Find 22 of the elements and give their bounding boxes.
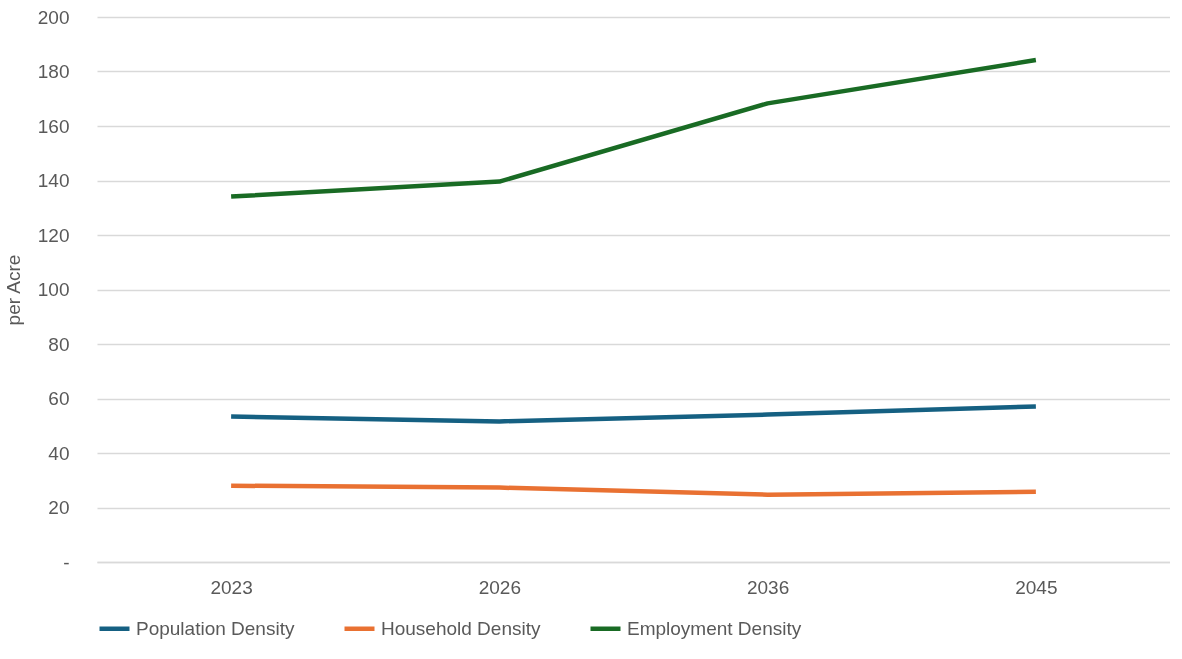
x-tick-label: 2045 — [1015, 576, 1058, 598]
y-tick-label: 60 — [48, 388, 70, 409]
y-tick-label: 80 — [48, 333, 70, 355]
y-axis-title: per Acre — [2, 254, 24, 326]
line-series — [228, 57, 1039, 199]
y-tick-label: 100 — [37, 279, 70, 300]
y-tick-label: 200 — [37, 6, 70, 28]
y-tick-label: 120 — [37, 224, 70, 246]
y-tick-label: 40 — [48, 442, 70, 464]
legend-label: Population Density — [136, 617, 295, 639]
y-tick-label: 160 — [37, 115, 70, 137]
y-tick-label: 140 — [37, 170, 70, 191]
legend-label: Employment Density — [627, 617, 802, 639]
x-tick-label: 2036 — [746, 576, 790, 598]
line-series — [228, 404, 1039, 424]
legend-label: Household Density — [381, 617, 541, 639]
y-tick-label: 20 — [48, 497, 70, 518]
y-tick-label: 180 — [37, 61, 70, 82]
line-series — [228, 483, 1039, 497]
y-tick-label: - — [63, 551, 70, 573]
x-tick-label: 2023 — [210, 576, 253, 598]
x-tick-label: 2026 — [478, 576, 522, 598]
